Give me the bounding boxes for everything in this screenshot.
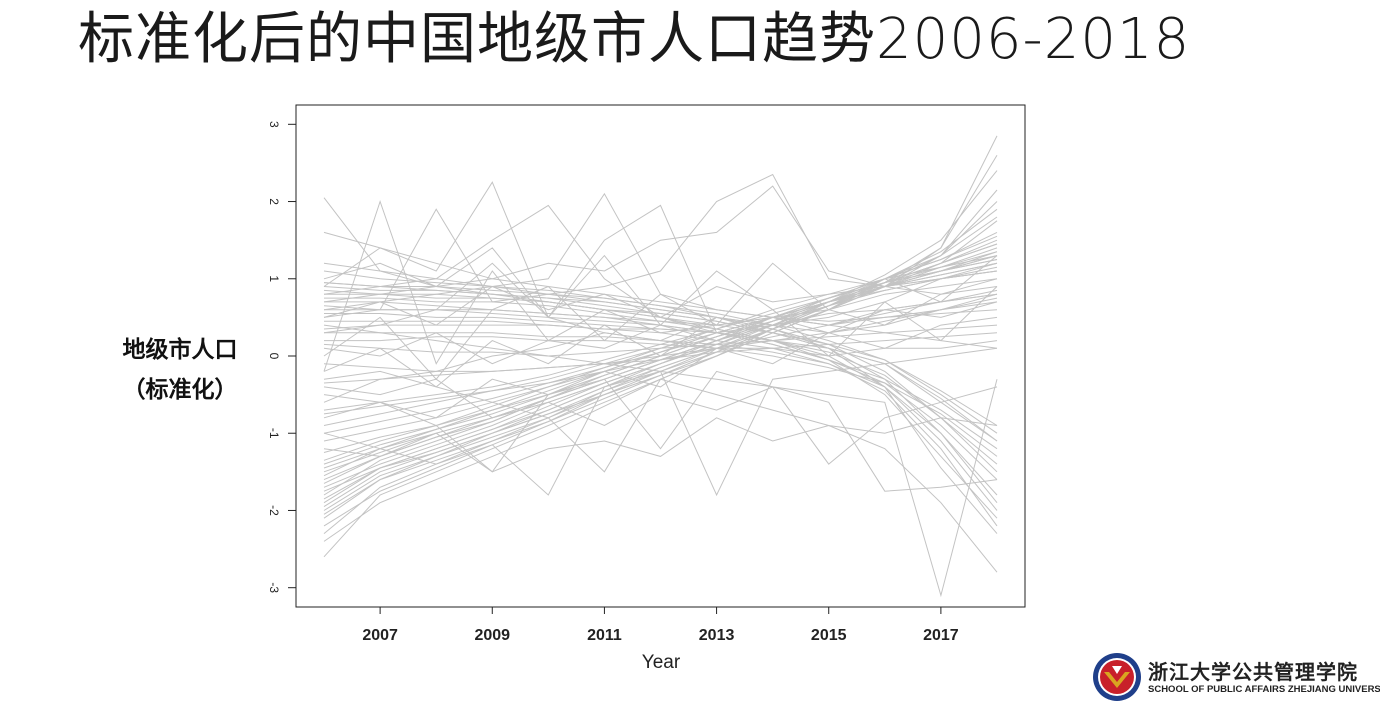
- y-axis: -3 -2 -1 0 1 2 3: [267, 121, 296, 593]
- y-tick-label: -3: [267, 582, 281, 593]
- x-tick-label: 2017: [923, 627, 959, 644]
- x-tick-label: 2007: [362, 627, 398, 644]
- y-axis-label-line-2: （标准化）: [122, 377, 238, 403]
- slide-title: 标准化后的中国地级市人口趋势2006-2018: [78, 7, 1191, 72]
- series-line-66: [323, 297, 998, 384]
- logo-text-chinese: 浙江大学公共管理学院: [1148, 660, 1358, 684]
- series-line-17: [323, 266, 998, 434]
- x-axis-label: Year: [642, 652, 681, 673]
- seal-icon: [1093, 653, 1141, 701]
- y-axis-label: 地级市人口 （标准化）: [100, 330, 260, 410]
- series-line-67: [323, 289, 998, 415]
- series-line-33: [323, 270, 998, 534]
- series-line-46: [323, 181, 998, 357]
- series-line-59: [323, 135, 998, 558]
- series-line-50: [323, 192, 998, 326]
- series-line-55: [323, 378, 998, 492]
- series-line-51: [323, 185, 998, 303]
- series-line-58: [323, 262, 998, 334]
- y-tick-label: 2: [267, 198, 281, 205]
- y-tick-label: -2: [267, 505, 281, 516]
- y-tick-label: 1: [267, 275, 281, 282]
- y-tick-label: 0: [267, 353, 281, 360]
- x-axis: 2007 2009 2011 2013 2015 2017: [362, 607, 959, 644]
- series-line-57: [323, 370, 998, 573]
- x-tick-label: 2009: [474, 627, 510, 644]
- series-line-48: [323, 204, 998, 334]
- x-tick-label: 2015: [811, 627, 847, 644]
- logo-text-english: SCHOOL OF PUBLIC AFFAIRS ZHEJIANG UNIVER…: [1148, 684, 1380, 695]
- series-line-54: [323, 370, 998, 473]
- series-line-60: [323, 170, 998, 542]
- series-line-31: [324, 336, 998, 457]
- x-tick-label: 2013: [699, 627, 735, 644]
- school-logo: 浙江大学公共管理学院 SCHOOL OF PUBLIC AFFAIRS ZHEJ…: [1090, 650, 1380, 706]
- series-line-28: [324, 332, 998, 496]
- series-line-62: [323, 216, 998, 469]
- series-line-63: [323, 154, 998, 515]
- y-tick-label: 3: [267, 121, 281, 128]
- series-line-56: [323, 324, 998, 598]
- series-layer: [323, 135, 998, 598]
- series-line-65: [323, 324, 998, 357]
- x-tick-label: 2011: [587, 627, 622, 644]
- y-axis-label-line-1: 地级市人口: [122, 337, 238, 363]
- y-tick-label: -1: [267, 428, 281, 439]
- series-line-35: [323, 324, 998, 442]
